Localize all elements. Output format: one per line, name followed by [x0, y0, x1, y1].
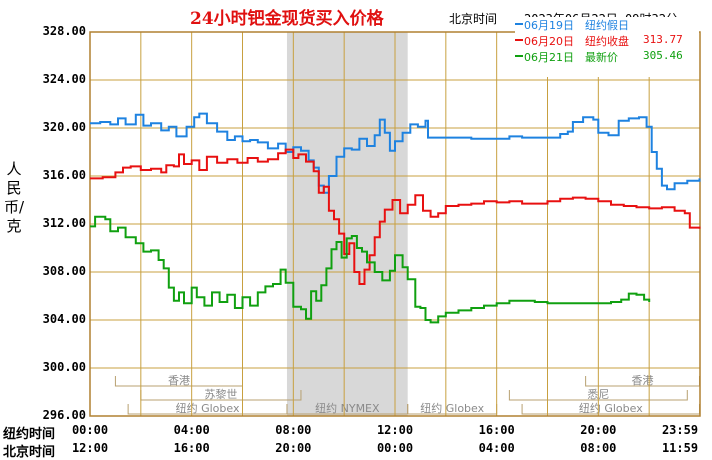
legend-label-0619: 纽约假日 [585, 19, 629, 32]
market-session-label: 香港 [168, 374, 190, 387]
x-tick-label: 20:00 [275, 441, 312, 455]
y-tick-label: 296.00 [42, 408, 86, 422]
x-row-label-beijing: 北京时间 [3, 445, 56, 460]
x-tick-label: 12:00 [71, 441, 109, 455]
x-tick-label: 08:00 [580, 441, 617, 455]
y-axis-label: 人民币/克 [4, 160, 25, 235]
series-line-06月19日 [90, 112, 701, 194]
chart-subtitle: 北京时间 [449, 12, 498, 26]
market-session-label: 香港 [632, 374, 654, 387]
legend-date-0621: 06月21日 [524, 51, 574, 64]
x-tick-label: 11:59 [661, 441, 699, 455]
legend-line-0620 [515, 39, 523, 41]
y-tick-label: 316.00 [42, 168, 86, 182]
x-tick-label: 12:00 [376, 423, 414, 437]
legend-line-0621 [515, 55, 523, 57]
x-tick-label: 16:00 [173, 441, 210, 455]
legend-date-0619: 06月19日 [524, 19, 574, 32]
legend-label-0621: 最新价 [585, 51, 618, 64]
y-tick-label: 324.00 [42, 72, 86, 86]
market-session-label: 纽约 Globex [420, 401, 484, 415]
x-tick-label: 04:00 [173, 423, 210, 437]
chart-title: 24小时钯金现货买入价格 [190, 9, 384, 29]
x-tick-label: 04:00 [478, 441, 515, 455]
legend-value-0621: 305.46 [643, 49, 683, 62]
market-session-label: 苏黎世 [204, 387, 237, 401]
x-tick-label: 00:00 [376, 441, 414, 455]
series-line-06月21日 [90, 215, 651, 324]
legend: 06月19日 纽约假日 06月20日 纽约收盘 313.77 06月21日 最新… [515, 17, 699, 77]
y-tick-label: 328.00 [42, 24, 86, 38]
x-tick-label: 08:00 [275, 423, 312, 437]
legend-date-0620: 06月20日 [524, 35, 574, 48]
y-tick-label: 320.00 [42, 120, 86, 134]
plot-frame [89, 31, 701, 417]
x-tick-label: 16:00 [478, 423, 515, 437]
y-tick-label: 308.00 [42, 264, 86, 278]
market-session-label: 纽约 Globex [579, 401, 643, 415]
market-session-label: 纽约 NYMEX [315, 401, 380, 415]
legend-label-0620: 纽约收盘 [585, 35, 629, 48]
y-tick-label: 312.00 [42, 216, 86, 230]
legend-line-0619 [515, 23, 523, 25]
x-tick-label: 00:00 [71, 423, 109, 437]
y-tick-label: 304.00 [42, 312, 86, 326]
legend-value-0620: 313.77 [643, 33, 683, 46]
y-tick-label: 300.00 [42, 360, 86, 374]
market-session-label: 纽约 Globex [176, 401, 240, 415]
x-tick-label: 20:00 [580, 423, 617, 437]
x-row-label-newyork: 纽约时间 [3, 427, 56, 442]
series-line-06月20日 [90, 148, 701, 285]
x-tick-label: 23:59 [661, 423, 699, 437]
